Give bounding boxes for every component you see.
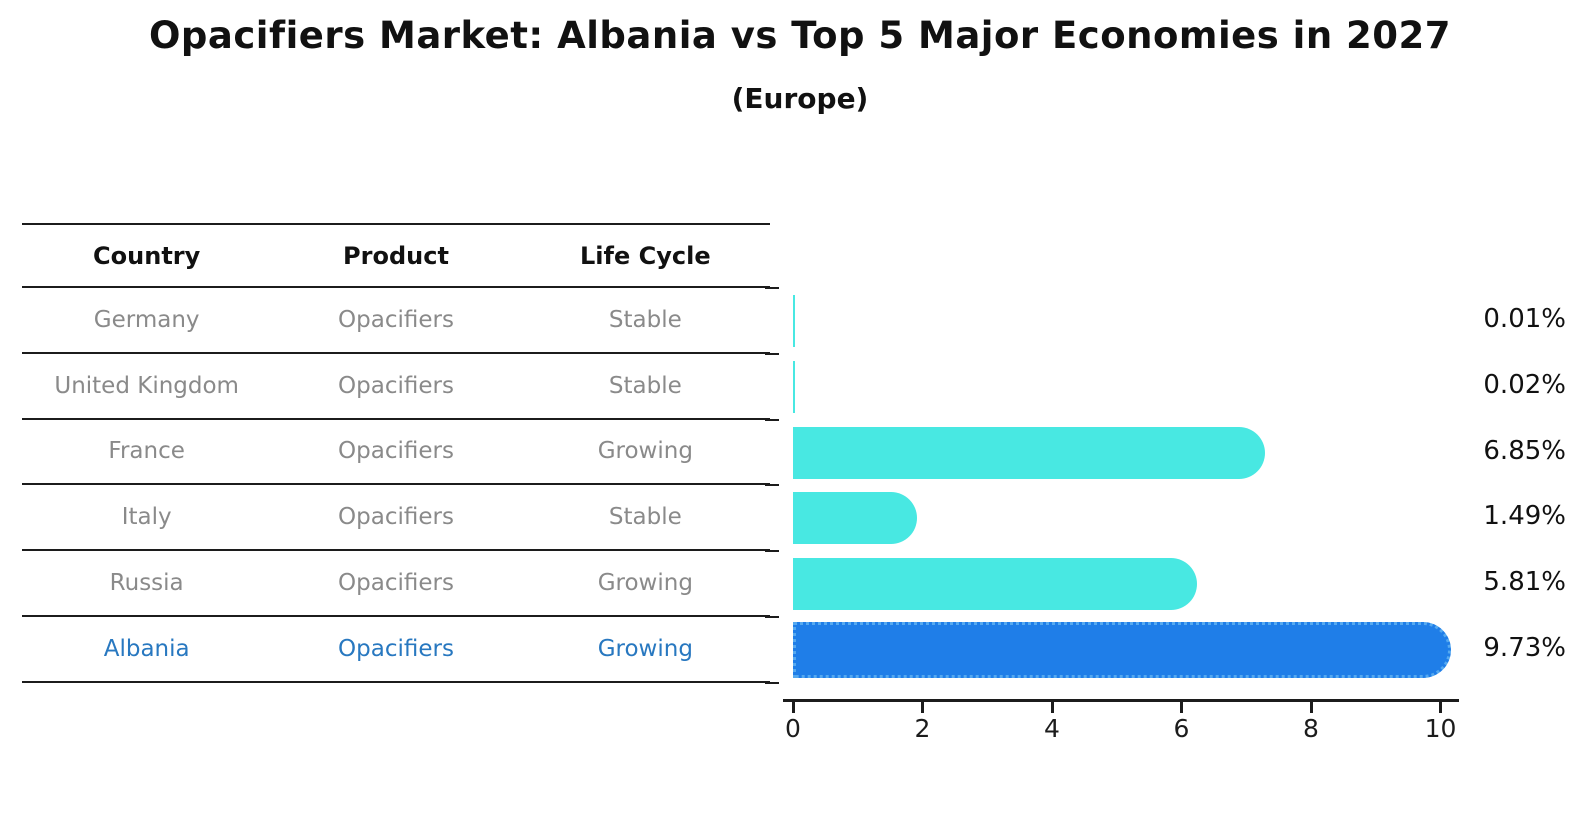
country-cell: Albania bbox=[103, 635, 190, 662]
bar-albania bbox=[793, 622, 1452, 679]
country-cell: United Kingdom bbox=[54, 372, 239, 399]
x-tick-label: 6 bbox=[1173, 714, 1190, 743]
y-tick-mark bbox=[765, 287, 779, 289]
x-axis-line bbox=[783, 699, 1459, 702]
value-label: 0.01% bbox=[1483, 303, 1566, 334]
product-cell: Opacifiers bbox=[338, 372, 454, 399]
table-row: Germany Opacifiers Stable bbox=[22, 288, 770, 354]
x-tick-label: 0 bbox=[785, 714, 801, 743]
table-row: Albania Opacifiers Growing bbox=[22, 617, 770, 683]
header-life-cycle: Life Cycle bbox=[580, 241, 711, 270]
x-tick-mark bbox=[921, 702, 924, 713]
chart-subtitle: (Europe) bbox=[731, 82, 869, 115]
bar-france bbox=[793, 426, 1265, 479]
y-tick-mark bbox=[765, 616, 779, 619]
product-cell: Opacifiers bbox=[338, 570, 454, 597]
bar-russia bbox=[793, 558, 1198, 611]
bar-germany bbox=[793, 295, 795, 347]
table-row: United Kingdom Opacifiers Stable bbox=[22, 354, 770, 420]
bar-plot-area bbox=[793, 288, 1483, 683]
x-tick-mark bbox=[1050, 702, 1054, 713]
product-cell: Opacifiers bbox=[338, 635, 454, 662]
y-tick-mark bbox=[765, 484, 779, 487]
y-tick-mark bbox=[765, 550, 779, 553]
life-cycle-cell: Growing bbox=[597, 635, 693, 662]
life-cycle-cell: Stable bbox=[608, 306, 682, 333]
x-tick-mark bbox=[791, 702, 795, 713]
life-cycle-cell: Growing bbox=[597, 570, 693, 597]
life-cycle-cell: Stable bbox=[608, 372, 682, 399]
table-row: France Opacifiers Growing bbox=[22, 420, 770, 486]
x-tick-mark bbox=[1180, 702, 1183, 713]
life-cycle-cell: Growing bbox=[597, 438, 693, 465]
y-tick-mark bbox=[765, 681, 779, 684]
table-body: Germany Opacifiers Stable United Kingdom… bbox=[22, 288, 770, 683]
table-row: Russia Opacifiers Growing bbox=[22, 551, 770, 617]
value-label: 1.49% bbox=[1483, 501, 1566, 532]
product-cell: Opacifiers bbox=[338, 504, 454, 531]
country-table: Country Product Life Cycle Germany Opaci… bbox=[22, 223, 770, 683]
country-cell: Germany bbox=[93, 306, 200, 333]
x-tick-mark bbox=[1309, 702, 1313, 713]
bar-italy bbox=[793, 492, 918, 545]
x-tick-label: 2 bbox=[914, 714, 931, 743]
x-tick-mark bbox=[1439, 702, 1442, 713]
product-cell: Opacifiers bbox=[338, 438, 454, 465]
header-country: Country bbox=[93, 241, 201, 270]
header-product: Product bbox=[343, 241, 449, 270]
y-tick-mark bbox=[765, 352, 779, 355]
country-cell: Russia bbox=[109, 570, 184, 597]
value-label: 5.81% bbox=[1483, 567, 1566, 598]
value-label: 9.73% bbox=[1483, 633, 1566, 664]
x-tick-label: 8 bbox=[1303, 714, 1319, 743]
product-cell: Opacifiers bbox=[338, 306, 454, 333]
table-header-row: Country Product Life Cycle bbox=[22, 223, 770, 288]
value-label: 0.02% bbox=[1483, 369, 1566, 400]
bar-united-kingdom bbox=[793, 360, 795, 413]
country-cell: Italy bbox=[121, 504, 172, 531]
x-tick-label: 4 bbox=[1044, 714, 1060, 743]
x-tick-label: 10 bbox=[1424, 714, 1457, 743]
y-tick-mark bbox=[765, 418, 779, 421]
country-cell: France bbox=[108, 438, 185, 465]
table-row: Italy Opacifiers Stable bbox=[22, 485, 770, 552]
value-label: 6.85% bbox=[1483, 435, 1566, 466]
life-cycle-cell: Stable bbox=[608, 504, 682, 531]
chart-title: Opacifiers Market: Albania vs Top 5 Majo… bbox=[148, 14, 1452, 57]
